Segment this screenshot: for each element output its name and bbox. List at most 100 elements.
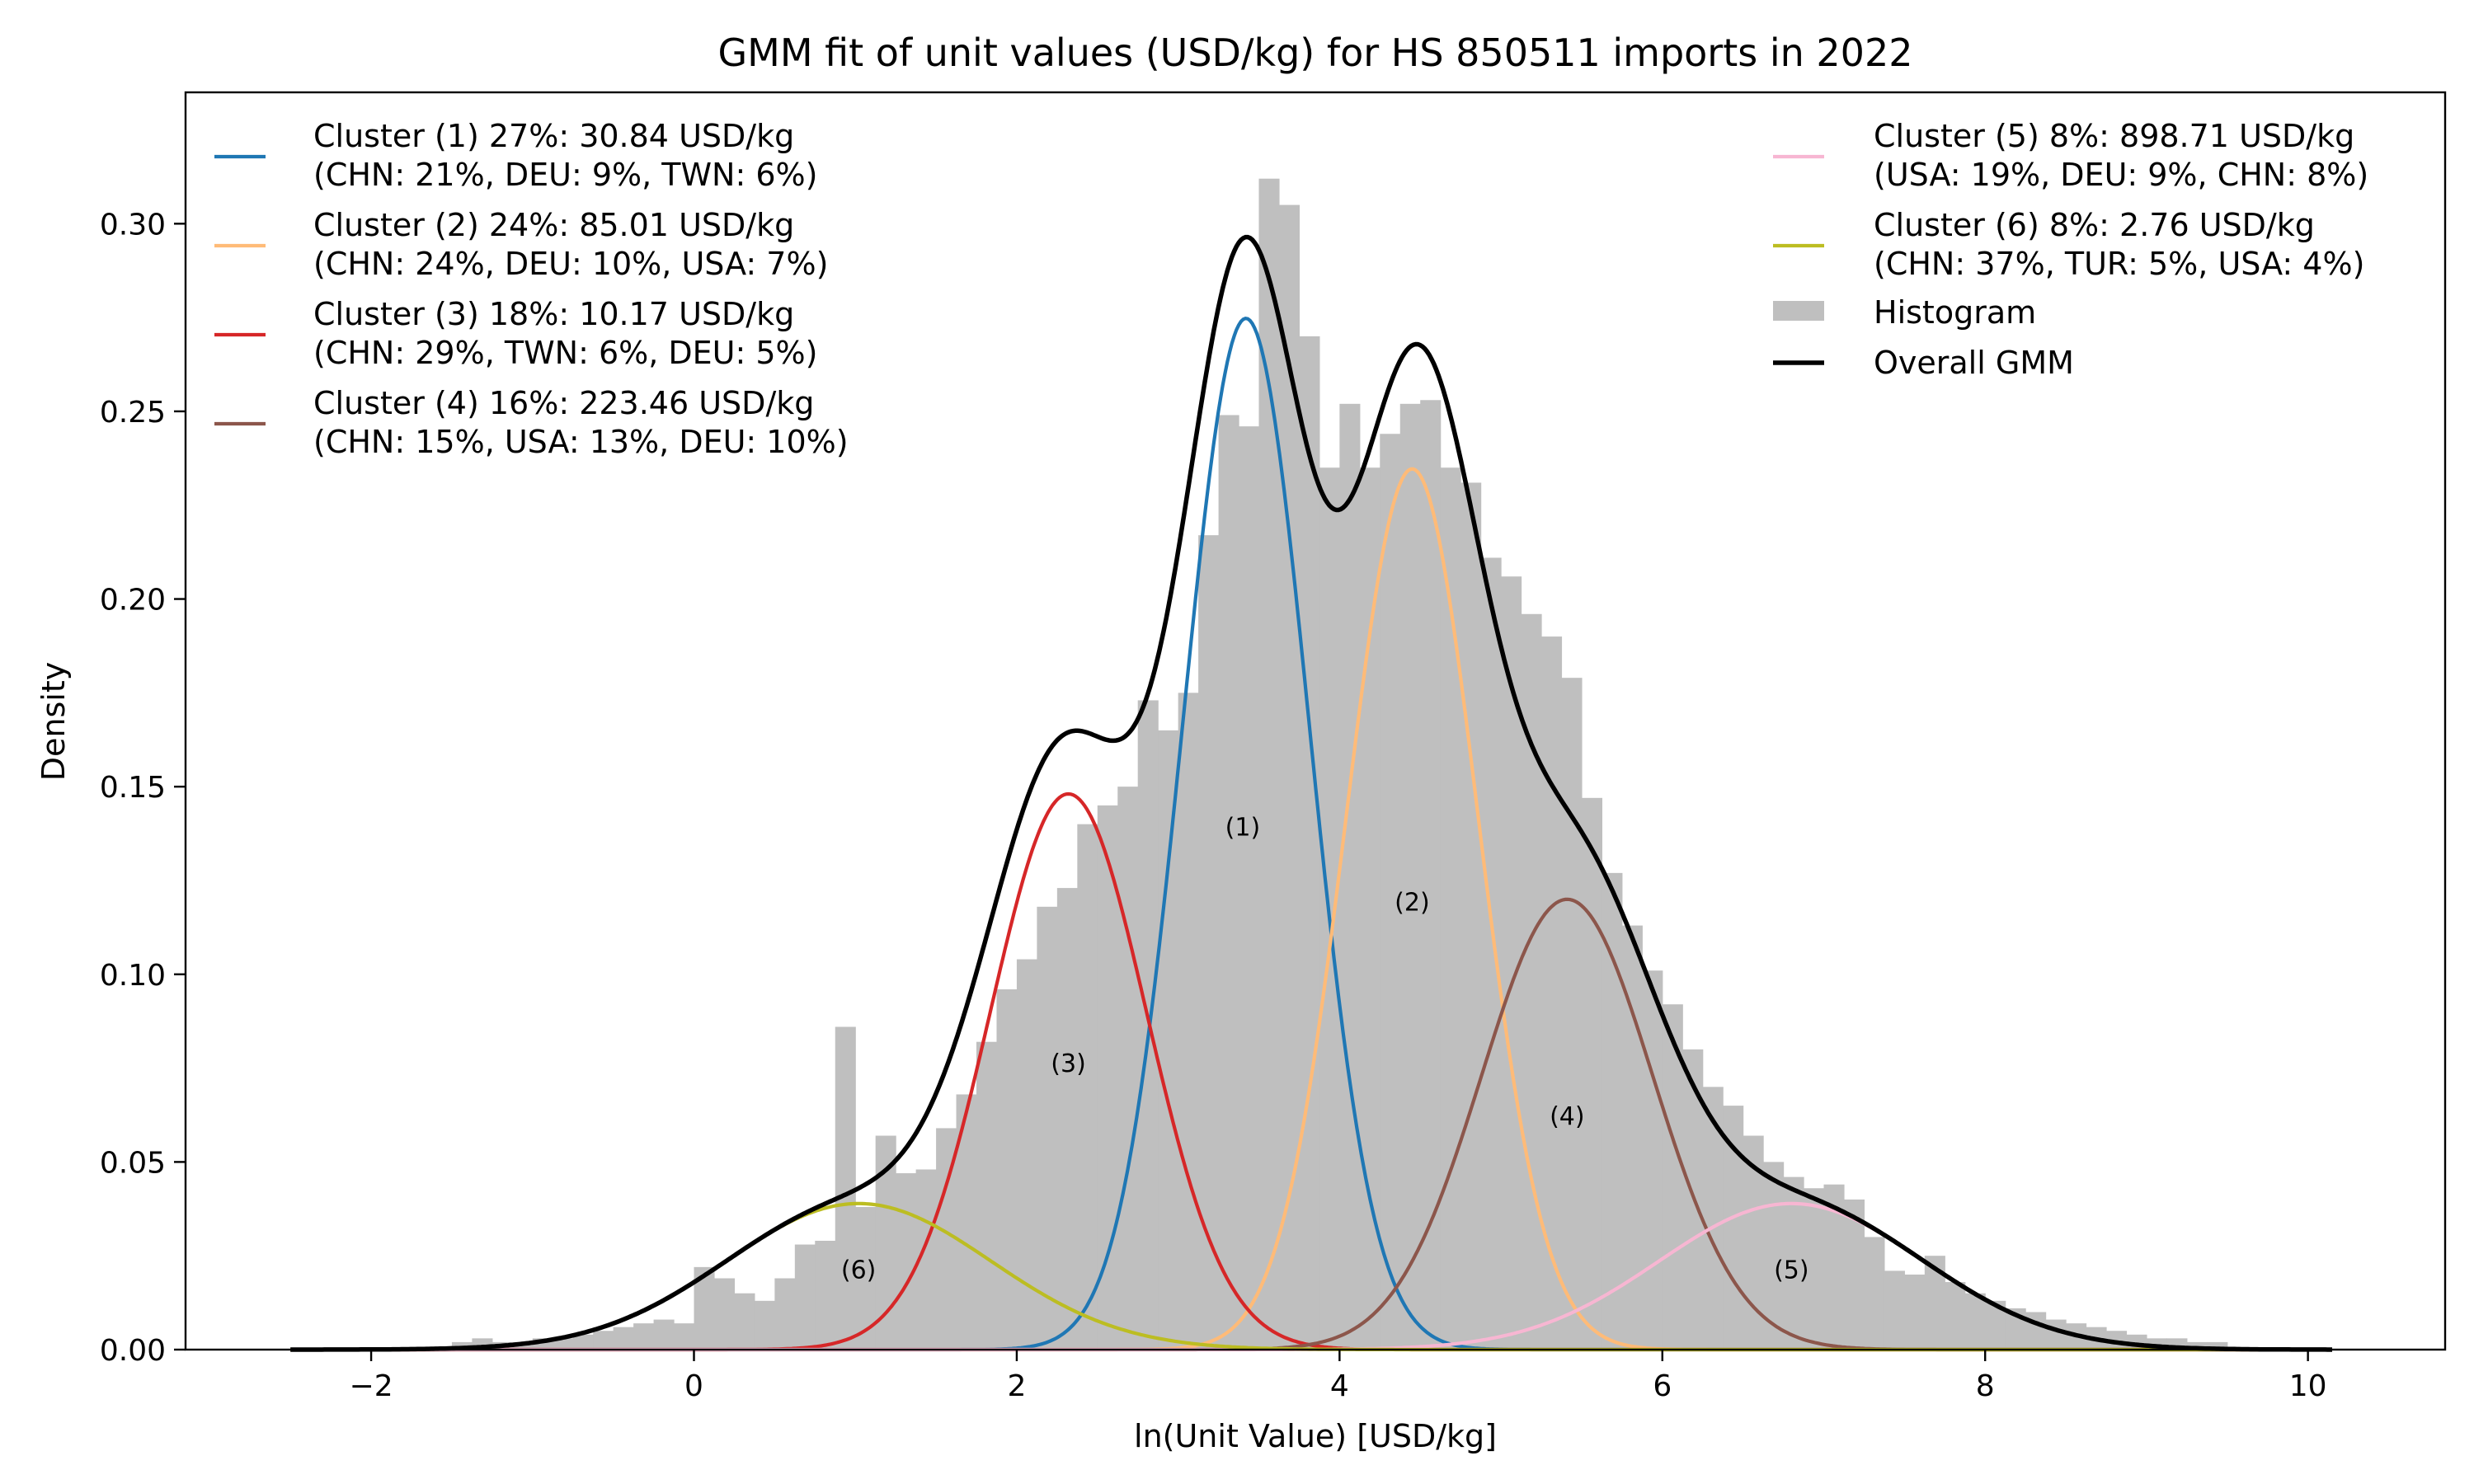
histogram-bar [774, 1278, 796, 1350]
histogram-bar [1864, 1237, 1885, 1350]
histogram-bar [633, 1323, 655, 1350]
legend-cluster-2-countries: (CHN: 24%, DEU: 10%, USA: 7%) [313, 246, 828, 282]
histogram-bar [1420, 400, 1442, 1350]
histogram-bar [2045, 1319, 2067, 1350]
histogram-bar [713, 1278, 736, 1350]
histogram-bar [754, 1300, 775, 1350]
histogram-bar [1702, 1087, 1724, 1350]
legend-cluster-2-label: Cluster (2) 24%: 85.01 USD/kg [313, 207, 794, 243]
legend: Cluster (1) 27%: 30.84 USD/kg(CHN: 21%, … [214, 118, 2368, 460]
histogram-bar [2186, 1341, 2208, 1350]
x-tick-label: 2 [1007, 1369, 1026, 1403]
cluster-labels: (1) (2) (3) (4) (5) (6) [841, 813, 1809, 1284]
histogram-bar [653, 1319, 675, 1350]
histogram-bar [1380, 434, 1401, 1350]
legend-cluster-4-label: Cluster (4) 16%: 223.46 USD/kg [313, 385, 814, 421]
histogram-bar [553, 1338, 574, 1350]
histogram-bar [815, 1240, 836, 1350]
histogram-bar [1904, 1274, 1926, 1350]
legend-cluster-5-label: Cluster (5) 8%: 898.71 USD/kg [1874, 118, 2354, 154]
legend-histogram-label: Histogram [1874, 294, 2036, 331]
histogram-bar [1460, 482, 1482, 1350]
histogram-bar [1258, 178, 1280, 1350]
legend-histogram-swatch [1773, 301, 1824, 321]
cluster-4-plot-label: (4) [1550, 1102, 1585, 1131]
legend-cluster-6-label: Cluster (6) 8%: 2.76 USD/kg [1874, 207, 2315, 243]
histogram-bar [1239, 426, 1260, 1350]
histogram-bar [1561, 678, 1583, 1350]
histogram-bar [1056, 888, 1078, 1350]
legend-overall-gmm-label: Overall GMM [1874, 345, 2074, 381]
histogram-bar [1541, 636, 1563, 1350]
histogram-bar [1359, 467, 1380, 1350]
chart-title: GMM fit of unit values (USD/kg) for HS 8… [718, 31, 1913, 75]
legend-cluster-3-label: Cluster (3) 18%: 10.17 USD/kg [313, 296, 794, 332]
histogram-bar [613, 1327, 634, 1350]
legend-cluster-1-countries: (CHN: 21%, DEU: 9%, TWN: 6%) [313, 157, 817, 193]
legend-cluster-6-countries: (CHN: 37%, TUR: 5%, USA: 4%) [1874, 246, 2364, 282]
histogram-bar [1077, 824, 1098, 1350]
y-axis-label: Density [35, 662, 72, 781]
cluster-6-plot-label: (6) [841, 1256, 877, 1285]
y-tick-label: 0.00 [100, 1334, 166, 1368]
histogram-bar [1037, 906, 1058, 1350]
histogram-bar [674, 1323, 695, 1350]
histogram-bar [1783, 1176, 1804, 1350]
y-axis-ticks: 0.00 0.05 0.10 0.15 0.20 0.25 0.30 [100, 208, 186, 1368]
histogram-bar [2207, 1341, 2228, 1350]
x-tick-label: 6 [1653, 1369, 1672, 1403]
histogram-bar [734, 1293, 755, 1350]
histogram-bar [1178, 693, 1199, 1350]
legend-cluster-4-countries: (CHN: 15%, USA: 13%, DEU: 10%) [313, 424, 849, 460]
histogram-bar [1843, 1199, 1865, 1350]
histogram-bar [1198, 535, 1220, 1350]
histogram-bar [2025, 1312, 2047, 1350]
histogram-bar [1480, 557, 1502, 1350]
histogram-bar [1884, 1270, 1905, 1350]
legend-cluster-1-label: Cluster (1) 27%: 30.84 USD/kg [313, 118, 794, 154]
histogram-bar [1964, 1293, 1986, 1350]
histogram-bar [1399, 403, 1421, 1350]
x-tick-label: 8 [1976, 1369, 1995, 1403]
x-tick-label: 0 [684, 1369, 703, 1403]
x-tick-label: 4 [1330, 1369, 1349, 1403]
x-tick-label: 10 [2289, 1369, 2327, 1403]
histogram-bar [976, 1041, 998, 1350]
histogram-bar [1642, 970, 1663, 1350]
legend-cluster-5-countries: (USA: 19%, DEU: 9%, CHN: 8%) [1874, 157, 2368, 193]
histogram-bar [1521, 613, 1542, 1350]
histogram [451, 178, 2228, 1350]
x-axis-label: ln(Unit Value) [USD/kg] [1134, 1418, 1497, 1454]
y-tick-label: 0.10 [100, 959, 166, 993]
y-tick-label: 0.30 [100, 208, 166, 242]
x-tick-label: −2 [350, 1369, 393, 1403]
histogram-bar [996, 989, 1018, 1350]
histogram-bar [572, 1334, 594, 1350]
y-tick-label: 0.15 [100, 771, 166, 805]
y-tick-label: 0.05 [100, 1146, 166, 1180]
cluster-5-plot-label: (5) [1774, 1256, 1809, 1285]
histogram-bar [1602, 872, 1623, 1350]
histogram-bar [1339, 403, 1361, 1350]
y-tick-label: 0.20 [100, 584, 166, 618]
histogram-bar [835, 1026, 856, 1350]
histogram-bar [1945, 1282, 1966, 1350]
histogram-bar [1581, 797, 1602, 1350]
histogram-bar [1804, 1188, 1825, 1350]
axes-frame [184, 91, 2447, 1351]
histogram-bar [1158, 730, 1179, 1350]
histogram-bar [1218, 415, 1239, 1350]
histogram-bar [1117, 787, 1139, 1350]
x-axis-ticks: −2 0 2 4 6 8 10 [350, 1350, 2327, 1403]
y-tick-label: 0.25 [100, 396, 166, 430]
histogram-bar [794, 1244, 816, 1350]
legend-cluster-3-countries: (CHN: 29%, TWN: 6%, DEU: 5%) [313, 335, 817, 371]
cluster-2-plot-label: (2) [1395, 888, 1430, 917]
histogram-bar [1662, 1004, 1683, 1350]
cluster-3-plot-label: (3) [1051, 1050, 1086, 1078]
overall-gmm-curve [290, 234, 2332, 1352]
cluster-1-plot-label: (1) [1225, 813, 1261, 842]
plot-area: (1) (2) (3) (4) (5) (6) [290, 178, 2332, 1352]
histogram-bar [1299, 336, 1320, 1350]
